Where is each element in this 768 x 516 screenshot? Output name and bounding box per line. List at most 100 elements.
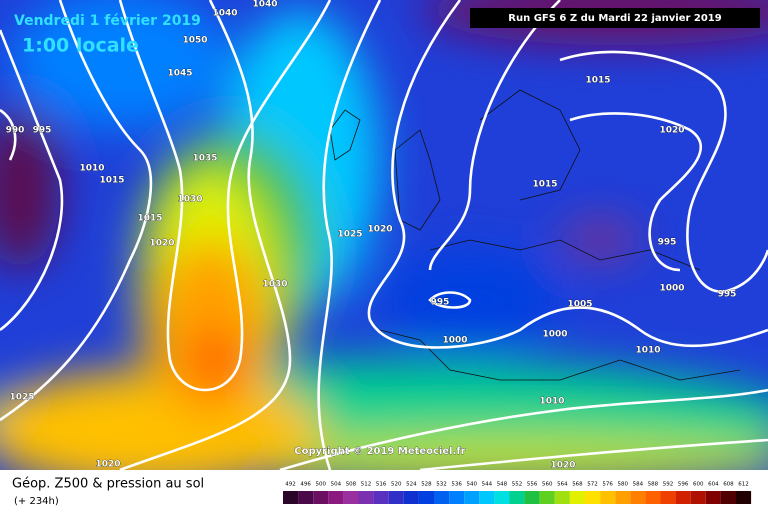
colorbar-label: 572 xyxy=(587,482,598,488)
colorbar-swatch xyxy=(675,491,691,504)
colorbar-swatch xyxy=(585,491,601,504)
isobar-label: 1000 xyxy=(659,284,684,294)
colorbar-label: 524 xyxy=(406,482,417,488)
isobar-label: 1010 xyxy=(79,164,104,174)
isobar-label: 995 xyxy=(658,238,677,248)
colorbar-label: 560 xyxy=(542,482,553,488)
colorbar-label: 548 xyxy=(497,482,508,488)
isobar-label: 1000 xyxy=(542,330,567,340)
colorbar-swatch xyxy=(328,491,344,504)
isobar-label: 1015 xyxy=(585,76,610,86)
field: 1040 1040 1050 1045 990 995 1035 1010 1015 1030 10… xyxy=(0,0,768,471)
isobar-label: 1030 xyxy=(177,195,202,205)
isobar-label: 1020 xyxy=(550,461,575,471)
colorbar-swatch xyxy=(524,491,540,504)
colorbar-swatch xyxy=(358,491,374,504)
colorbar-swatch xyxy=(660,491,676,504)
colorbar-label: 536 xyxy=(451,482,462,488)
isobar-label: 1035 xyxy=(192,154,217,164)
isobar-label: 1050 xyxy=(182,36,207,46)
colorbar-swatch xyxy=(313,491,329,504)
colorbar-swatch xyxy=(449,491,465,504)
isobar-label: 1030 xyxy=(262,280,287,290)
colorbar-label: 516 xyxy=(376,482,387,488)
colorbar-label: 520 xyxy=(391,482,402,488)
colorbar-swatch xyxy=(690,491,706,504)
colorbar-swatch xyxy=(464,491,480,504)
colorbar-label: 612 xyxy=(738,482,749,488)
colorbar-swatch xyxy=(736,491,752,504)
colorbar: 492 496 500 504 508 512 516 520 524 528 532 536 540 5… xyxy=(283,482,752,504)
lead-time: (+ 234h) xyxy=(14,496,59,507)
local-time: 1:00 locale xyxy=(22,35,139,57)
colorbar-label: 556 xyxy=(527,482,538,488)
colorbar-label: 600 xyxy=(693,482,704,488)
colorbar-swatch xyxy=(403,491,419,504)
caption: Géop. Z500 & pression au sol xyxy=(12,477,204,492)
colorbar-label: 544 xyxy=(482,482,493,488)
colorbar-swatch xyxy=(554,491,570,504)
copyright: Copyright © 2019 Meteociel.fr xyxy=(294,446,465,457)
run-box xyxy=(470,8,760,28)
colorbar-swatch xyxy=(479,491,495,504)
colorbar-swatch xyxy=(630,491,646,504)
colorbar-label: 604 xyxy=(708,482,719,488)
isobar-label: 1020 xyxy=(659,126,684,136)
colorbar-label: 568 xyxy=(572,482,583,488)
colorbar-label: 532 xyxy=(436,482,447,488)
colorbar-swatch xyxy=(373,491,389,504)
colorbar-label: 580 xyxy=(618,482,629,488)
colorbar-label: 504 xyxy=(331,482,342,488)
colorbar-swatch xyxy=(720,491,736,504)
colorbar-swatch xyxy=(705,491,721,504)
colorbar-swatch xyxy=(509,491,525,504)
isobar-label: 1045 xyxy=(167,69,192,79)
colorbar-label: 596 xyxy=(678,482,689,488)
colorbar-swatch xyxy=(434,491,450,504)
colorbar-label: 576 xyxy=(602,482,613,488)
colorbar-label: 512 xyxy=(361,482,372,488)
colorbar-label: 528 xyxy=(421,482,432,488)
isobar-label: 1025 xyxy=(337,230,362,240)
colorbar-swatch xyxy=(615,491,631,504)
isobar-label: 1010 xyxy=(635,346,660,356)
date-title: Vendredi 1 février 2019 xyxy=(14,13,201,29)
colorbar-swatch xyxy=(569,491,585,504)
colorbar-swatch xyxy=(645,491,661,504)
colorbar-label: 564 xyxy=(557,482,568,488)
colorbar-swatch xyxy=(298,491,314,504)
isobar-label: 1010 xyxy=(539,397,564,407)
isobar-label: 1020 xyxy=(149,239,174,249)
colorbar-swatch xyxy=(343,491,359,504)
isobar-label: 1015 xyxy=(137,214,162,224)
isobar-label: 1020 xyxy=(367,225,392,235)
isobar-label: 1020 xyxy=(95,460,120,470)
colorbar-label: 508 xyxy=(346,482,357,488)
isobars xyxy=(0,0,768,470)
colorbar-swatch xyxy=(283,491,299,504)
colorbar-label: 608 xyxy=(723,482,734,488)
colorbar-label: 496 xyxy=(300,482,311,488)
colorbar-label: 500 xyxy=(316,482,327,488)
isobar-label: 1015 xyxy=(532,180,557,190)
isobar-label: 1005 xyxy=(567,300,592,310)
colorbar-swatch xyxy=(600,491,616,504)
colorbar-swatch xyxy=(418,491,434,504)
colorbar-label: 588 xyxy=(648,482,659,488)
run-info: Run GFS 6 Z du Mardi 22 janvier 2019 xyxy=(508,13,721,24)
colorbar-label: 584 xyxy=(633,482,644,488)
isobar-labels: 1040 1040 1050 1045 990 995 1035 1010 1015 1030 10… xyxy=(5,0,737,471)
isobar-label: 1000 xyxy=(442,336,467,346)
isobar-label: 1015 xyxy=(99,176,124,186)
isobar-label: 1025 xyxy=(9,393,34,403)
isobar-label: 995 xyxy=(33,126,52,136)
isobar-label: 995 xyxy=(718,290,737,300)
colorbar-swatch xyxy=(494,491,510,504)
isobar-label: 990 xyxy=(6,126,25,136)
colorbar-label: 552 xyxy=(512,482,523,488)
colorbar-label: 492 xyxy=(285,482,296,488)
colorbar-swatch xyxy=(388,491,404,504)
colorbar-swatch xyxy=(539,491,555,504)
isobar-label: 995 xyxy=(431,298,450,308)
